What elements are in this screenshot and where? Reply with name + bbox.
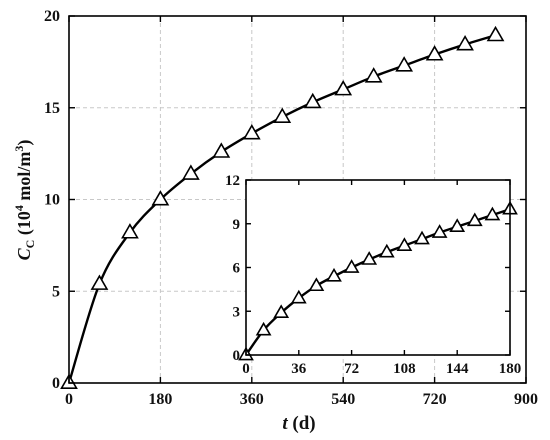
inset-data-point-triangle [414, 230, 430, 245]
inset-x-tick-label: 144 [446, 361, 469, 377]
main-data-point-triangle [364, 67, 383, 83]
x-axis-variable: t [282, 413, 288, 434]
y-axis-exponent-1: 4 [12, 205, 26, 211]
inset-data-point-triangle [396, 237, 413, 251]
inset-x-tick-label: 0 [242, 361, 250, 377]
inset-data-point-triangle [466, 212, 483, 227]
main-y-tick-label: 20 [44, 8, 60, 25]
main-data-point-triangle [334, 79, 353, 96]
main-data-point-triangle [90, 274, 109, 290]
inset-data-point-triangle [343, 259, 360, 273]
main-x-tick-label: 720 [423, 391, 447, 408]
main-x-tick-label: 180 [148, 391, 172, 408]
inset-data-point-triangle [449, 218, 466, 232]
main-data-point-triangle [303, 92, 322, 109]
y-axis-label: CC (104 mol/m3) [12, 140, 37, 261]
inset-series [238, 200, 518, 361]
inset-data-point-triangle [290, 289, 307, 304]
y-axis-unit-mid: mol/m [14, 152, 34, 206]
inset-data-point-triangle [361, 251, 378, 265]
main-x-tick-label: 0 [65, 391, 73, 408]
y-axis-unit-suffix: ) [14, 140, 35, 146]
inset-series-line [245, 208, 511, 356]
x-axis-unit: (d) [288, 413, 316, 434]
main-data-point-triangle [395, 56, 414, 72]
inset-data-point-triangle [326, 267, 342, 282]
main-data-point-triangle [151, 190, 170, 206]
inset-data-point-triangle [255, 321, 272, 336]
main-y-tick-label: 0 [52, 375, 60, 392]
inset-y-tick-label: 3 [233, 304, 241, 320]
inset-background [246, 180, 510, 355]
main-data-point-triangle [212, 142, 231, 158]
inset-x-tick-label: 72 [344, 361, 359, 377]
inset-x-tick-label: 180 [499, 361, 522, 377]
main-data-point-triangle [486, 25, 505, 42]
inset-x-tick-label: 36 [291, 361, 307, 377]
inset-data-point-triangle [484, 206, 501, 221]
main-data-point-triangle [242, 124, 261, 140]
inset-y-tick-label: 6 [233, 261, 241, 277]
inset-y-tick-label: 0 [233, 348, 241, 364]
inset-data-point-triangle [378, 243, 395, 258]
inset-data-point-triangle [308, 277, 325, 292]
inset-x-tick-label: 108 [393, 361, 416, 377]
main-y-tick-label: 5 [52, 283, 60, 300]
main-data-point-triangle [121, 223, 139, 239]
main-data-point-triangle [456, 35, 474, 51]
inset-data-point-triangle [431, 224, 448, 238]
main-x-tick-label: 540 [331, 391, 355, 408]
main-data-point-triangle [425, 45, 444, 61]
y-axis-unit-prefix: (10 [14, 211, 35, 240]
inset-y-tick-label: 9 [233, 217, 241, 233]
y-axis-variable: C [14, 247, 34, 260]
main-y-tick-label: 15 [44, 100, 60, 117]
y-axis-exponent-2: 3 [12, 146, 26, 152]
inset-y-tick-label: 12 [225, 173, 240, 189]
x-axis-label: t (d) [282, 413, 315, 434]
main-data-point-triangle [181, 164, 200, 180]
main-series [60, 25, 505, 390]
inset-data-point-triangle [273, 304, 290, 319]
main-x-tick-label: 360 [240, 391, 264, 408]
main-y-tick-label: 10 [44, 192, 60, 209]
main-data-point-triangle [273, 107, 292, 123]
y-axis-subscript: C [23, 240, 37, 249]
main-x-tick-label: 900 [514, 391, 538, 408]
